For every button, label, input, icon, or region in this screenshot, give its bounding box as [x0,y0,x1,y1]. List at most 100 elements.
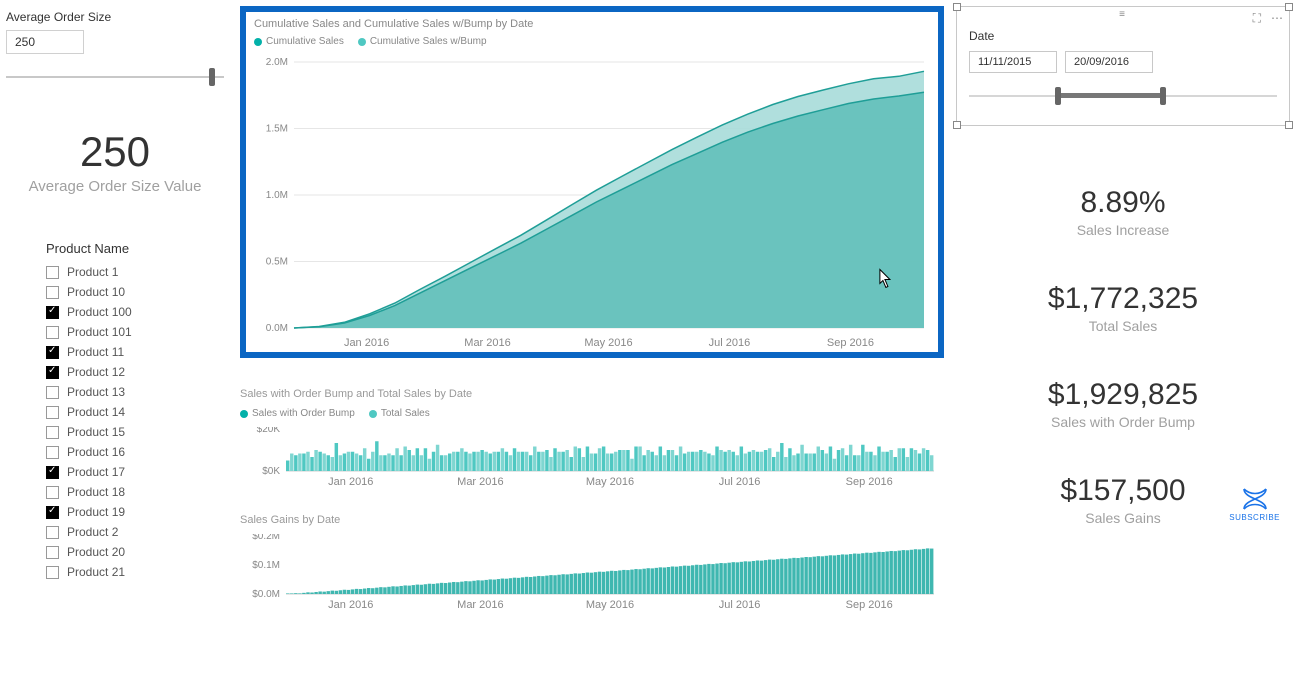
checkbox-icon[interactable] [46,326,59,339]
product-item[interactable]: Product 13 [46,382,224,402]
checkbox-icon[interactable] [46,386,59,399]
chart-title: Cumulative Sales and Cumulative Sales w/… [254,18,930,30]
avg-order-size-card: 250 Average Order Size Value [6,128,224,195]
kpi-label: Sales with Order Bump [956,414,1290,430]
svg-text:Jul 2016: Jul 2016 [719,476,761,488]
checkbox-icon[interactable] [46,346,59,359]
chart-title: Sales Gains by Date [240,514,944,526]
product-name: Product 14 [67,405,125,419]
legend-label: Cumulative Sales w/Bump [370,36,487,47]
product-name: Product 17 [67,465,125,479]
legend-item: Cumulative Sales [254,36,344,47]
product-item[interactable]: Product 14 [46,402,224,422]
product-name: Product 15 [67,425,125,439]
svg-text:$0.1M: $0.1M [252,560,280,571]
date-to-input[interactable]: 20/09/2016 [1065,51,1153,73]
kpi-value: 8.89% [956,186,1290,220]
legend-label: Cumulative Sales [266,36,344,47]
svg-text:Sep 2016: Sep 2016 [846,476,893,488]
product-name: Product 13 [67,385,125,399]
product-name: Product 21 [67,565,125,579]
date-from-input[interactable]: 11/11/2015 [969,51,1057,73]
subscribe-badge[interactable]: SUBSCRIBE [1229,487,1280,522]
chart-title: Sales with Order Bump and Total Sales by… [240,388,944,400]
legend-item: Cumulative Sales w/Bump [358,36,487,47]
product-name: Product 20 [67,545,125,559]
product-name: Product 101 [67,325,132,339]
kpi-value: $1,929,825 [956,378,1290,412]
product-name: Product 10 [67,285,125,299]
product-slicer[interactable]: Product Name Product 1 Product 10 Product … [46,241,224,582]
product-item[interactable]: Product 100 [46,302,224,322]
checkbox-icon[interactable] [46,426,59,439]
date-range-slider[interactable] [969,85,1277,107]
svg-text:Mar 2016: Mar 2016 [464,337,510,349]
svg-text:Mar 2016: Mar 2016 [457,476,503,488]
slider-knob[interactable] [209,68,215,86]
checkbox-icon[interactable] [46,406,59,419]
checkbox-icon[interactable] [46,506,59,519]
legend-label: Sales with Order Bump [252,408,355,419]
slider-knob-to[interactable] [1160,87,1166,105]
product-item[interactable]: Product 101 [46,322,224,342]
kpi-card: $1,929,825 Sales with Order Bump [956,378,1290,430]
product-item[interactable]: Product 10 [46,282,224,302]
checkbox-icon[interactable] [46,446,59,459]
product-name: Product 11 [67,345,124,359]
avg-order-size-input[interactable]: 250 [6,30,84,54]
checkbox-icon[interactable] [46,486,59,499]
product-item[interactable]: Product 16 [46,442,224,462]
sales-gains-chart[interactable]: Sales Gains by Date $0.2M$0.1M$0.0MJan 2… [240,514,944,615]
svg-text:Sep 2016: Sep 2016 [846,599,893,611]
dna-icon [1240,487,1270,511]
product-item[interactable]: Product 20 [46,542,224,562]
subscribe-label: SUBSCRIBE [1229,513,1280,522]
avg-order-size-slider[interactable] [6,66,224,90]
kpi-value: $1,772,325 [956,282,1290,316]
checkbox-icon[interactable] [46,366,59,379]
avg-order-size-value-label: Average Order Size Value [6,178,224,195]
product-item[interactable]: Product 2 [46,522,224,542]
product-item[interactable]: Product 21 [46,562,224,582]
product-item[interactable]: Product 19 [46,502,224,522]
svg-text:$20K: $20K [257,427,281,435]
checkbox-icon[interactable] [46,266,59,279]
focus-mode-icon[interactable]: ⛶ [1253,11,1261,26]
product-item[interactable]: Product 12 [46,362,224,382]
checkbox-icon[interactable] [46,466,59,479]
svg-text:2.0M: 2.0M [266,58,288,68]
avg-order-size-label: Average Order Size [6,10,224,24]
legend-dot-icon [369,410,377,418]
kpi-label: Sales Increase [956,222,1290,238]
checkbox-icon[interactable] [46,526,59,539]
checkbox-icon[interactable] [46,306,59,319]
checkbox-icon[interactable] [46,286,59,299]
checkbox-icon[interactable] [46,546,59,559]
date-slicer-visual[interactable]: ≡ ⛶ ⋯ Date 11/11/2015 20/09/2016 [956,6,1290,126]
svg-text:$0.2M: $0.2M [252,534,280,542]
more-options-icon[interactable]: ⋯ [1271,11,1283,25]
svg-text:Jul 2016: Jul 2016 [709,337,751,349]
slider-knob-from[interactable] [1055,87,1061,105]
product-item[interactable]: Product 11 [46,342,224,362]
svg-text:Jul 2016: Jul 2016 [719,599,761,611]
svg-text:Mar 2016: Mar 2016 [457,599,503,611]
checkbox-icon[interactable] [46,566,59,579]
legend-item: Sales with Order Bump [240,408,355,419]
legend-dot-icon [254,38,262,46]
sales-with-bump-chart[interactable]: Sales with Order Bump and Total Sales by… [240,388,944,492]
product-slicer-title: Product Name [46,241,224,256]
svg-text:0.5M: 0.5M [266,257,288,268]
product-name: Product 18 [67,485,125,499]
svg-text:$0.0M: $0.0M [252,589,280,600]
product-item[interactable]: Product 15 [46,422,224,442]
svg-text:1.5M: 1.5M [266,124,288,135]
product-item[interactable]: Product 17 [46,462,224,482]
kpi-label: Total Sales [956,318,1290,334]
drag-grip-icon[interactable]: ≡ [1119,9,1127,20]
product-item[interactable]: Product 18 [46,482,224,502]
cumulative-sales-chart[interactable]: Cumulative Sales and Cumulative Sales w/… [240,6,944,358]
date-slicer-label: Date [969,29,1277,43]
product-item[interactable]: Product 1 [46,262,224,282]
legend-dot-icon [358,38,366,46]
